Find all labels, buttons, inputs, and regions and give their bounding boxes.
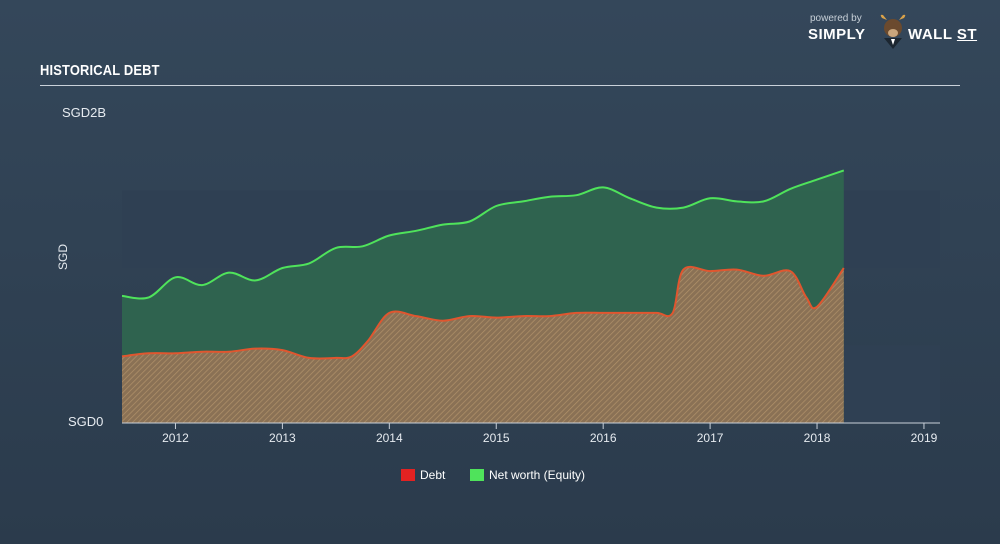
brand-powered-by: powered by (810, 13, 862, 24)
debt-area (122, 266, 844, 423)
x-tick-label: 2014 (376, 431, 403, 445)
legend-item-debt[interactable]: Debt (401, 468, 445, 482)
legend-item-equity[interactable]: Net worth (Equity) (470, 468, 585, 482)
equity-line (121, 169, 845, 300)
x-tick-label: 2019 (911, 431, 938, 445)
bull-icon (880, 14, 906, 49)
x-axis-ticks: 2012 2013 2014 2015 2016 2017 2018 2019 (162, 423, 938, 445)
x-tick-label: 2012 (162, 431, 189, 445)
legend-label-equity: Net worth (Equity) (489, 468, 586, 482)
brand-name-left: SIMPLY (808, 26, 866, 43)
y-tick-label-max: SGD2B (62, 105, 107, 120)
title-divider (40, 85, 960, 86)
brand-logo: powered by SIMPLY WALL ST (808, 12, 988, 52)
legend: Debt Net worth (Equity) (0, 468, 1000, 486)
legend-swatch-equity (470, 469, 484, 481)
brand-st-text: ST (956, 26, 978, 43)
y-tick-label-min: SGD0 (68, 414, 104, 429)
brand-name-right: WALL ST (908, 26, 977, 43)
debt-line (121, 265, 845, 360)
legend-swatch-debt (401, 469, 415, 481)
x-tick-label: 2013 (269, 431, 296, 445)
legend-label-debt: Debt (420, 468, 446, 482)
x-tick-label: 2017 (697, 431, 724, 445)
brand-wall-text: WALL (908, 26, 953, 43)
x-tick-label: 2018 (804, 431, 831, 445)
chart-title: HISTORICAL DEBT (40, 62, 160, 79)
x-tick-label: 2016 (590, 431, 617, 445)
x-tick-label: 2015 (483, 431, 510, 445)
